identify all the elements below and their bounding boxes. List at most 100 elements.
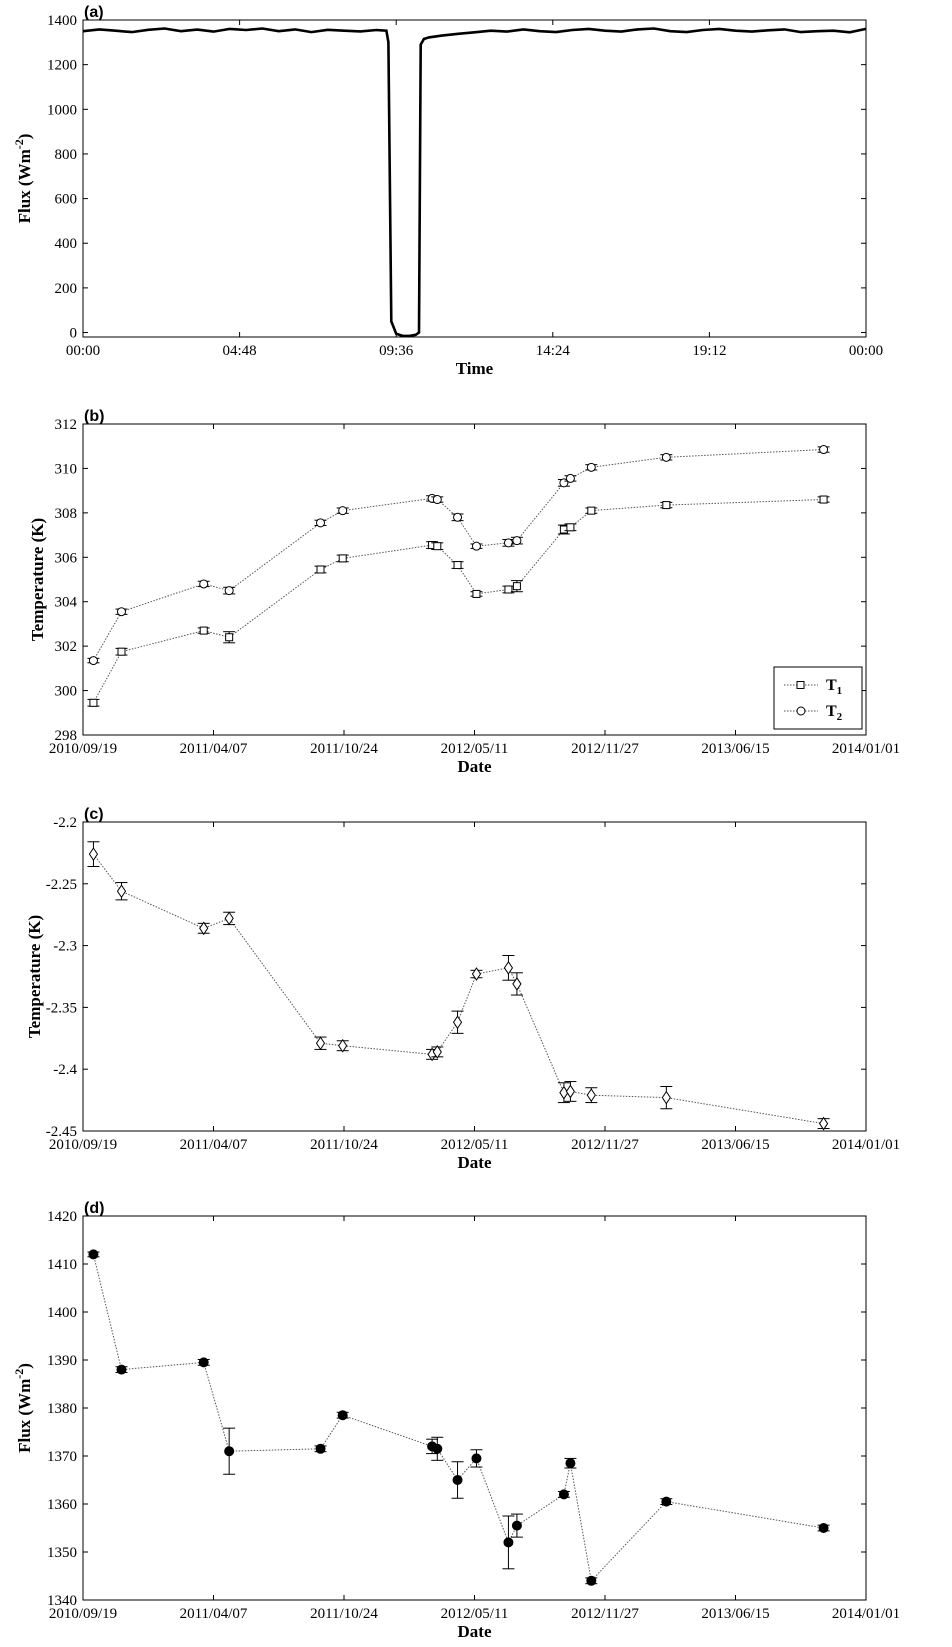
x-tick-label: 2011/10/24 bbox=[310, 1137, 378, 1153]
data-point-t1 bbox=[433, 542, 442, 551]
data-point bbox=[116, 884, 127, 899]
data-point-t1 bbox=[662, 501, 671, 510]
y-tick-label: 1420 bbox=[47, 1209, 77, 1225]
data-point bbox=[503, 1537, 514, 1548]
data-point-t2 bbox=[116, 607, 126, 617]
y-tick-label: 308 bbox=[55, 506, 78, 522]
y-tick-label: -2.45 bbox=[46, 1124, 77, 1140]
data-point-t1 bbox=[117, 647, 126, 656]
y-tick-label: 1410 bbox=[47, 1257, 77, 1273]
y-axis-label: Temperature (K) bbox=[25, 915, 44, 1038]
panel-label: (d) bbox=[84, 1200, 104, 1217]
data-point-t2 bbox=[565, 473, 575, 483]
data-point-t2 bbox=[471, 541, 481, 551]
x-tick-label: 2012/05/11 bbox=[441, 741, 509, 757]
series-line bbox=[82, 27, 867, 338]
y-tick-label: 1350 bbox=[47, 1545, 77, 1561]
data-point-t2 bbox=[88, 656, 98, 666]
legend-label: T1 bbox=[826, 677, 842, 697]
x-tick-label: 00:00 bbox=[66, 343, 100, 359]
data-point bbox=[565, 1458, 576, 1469]
data-point bbox=[338, 1038, 348, 1053]
y-tick-label: 1400 bbox=[47, 1305, 77, 1321]
data-point bbox=[337, 1410, 348, 1421]
y-tick-label: 1340 bbox=[47, 1593, 77, 1609]
data-point bbox=[661, 1090, 671, 1105]
x-tick-label: 2013/06/15 bbox=[701, 1606, 769, 1622]
data-point-t1 bbox=[199, 626, 208, 635]
x-tick-label: 14:24 bbox=[536, 343, 571, 359]
data-point-t2 bbox=[512, 536, 522, 546]
data-point bbox=[586, 1088, 596, 1103]
legend-box bbox=[773, 666, 863, 730]
x-tick-label: 2011/10/24 bbox=[310, 741, 378, 757]
y-tick-label: 200 bbox=[55, 281, 78, 297]
y-tick-label: 400 bbox=[55, 236, 78, 252]
x-tick-label: 2011/04/07 bbox=[180, 1137, 248, 1153]
y-tick-label: 1400 bbox=[47, 13, 77, 29]
x-tick-label: 2011/04/07 bbox=[180, 1606, 248, 1622]
data-point bbox=[503, 960, 514, 975]
data-point bbox=[315, 1036, 326, 1051]
panel-1: (b) 298 300 302 304 306 308 310 312 2010/09/19 201… bbox=[28, 408, 900, 776]
x-axis-label: Date bbox=[458, 757, 492, 776]
series-line-0 bbox=[92, 1254, 824, 1582]
x-tick-label: 00:00 bbox=[849, 343, 883, 359]
x-tick-label: 04:48 bbox=[223, 343, 257, 359]
x-axis-label: Date bbox=[458, 1622, 492, 1641]
data-point bbox=[586, 1575, 597, 1586]
data-point-t2 bbox=[432, 495, 442, 505]
data-point bbox=[511, 1520, 522, 1531]
x-tick-label: 2012/11/27 bbox=[571, 741, 639, 757]
data-point bbox=[116, 1364, 127, 1375]
y-tick-label: 0 bbox=[70, 326, 78, 342]
series-line-0 bbox=[92, 499, 824, 704]
y-axis-label: Flux (Wm-2) bbox=[12, 134, 34, 224]
data-point bbox=[432, 1443, 443, 1454]
x-tick-label: 2012/05/11 bbox=[441, 1137, 509, 1153]
y-tick-label: -2.25 bbox=[46, 877, 77, 893]
y-tick-label: -2.2 bbox=[53, 815, 77, 831]
data-point-t2 bbox=[453, 512, 463, 522]
x-tick-label: 2014/01/01 bbox=[832, 1137, 900, 1153]
data-point bbox=[565, 1084, 576, 1099]
data-point bbox=[471, 967, 482, 981]
y-tick-label: 1380 bbox=[47, 1401, 77, 1417]
data-point bbox=[88, 847, 99, 862]
plot-frame bbox=[82, 19, 867, 338]
data-point-t1 bbox=[559, 525, 568, 534]
data-point-t1 bbox=[819, 495, 828, 504]
data-point bbox=[818, 1523, 829, 1533]
y-axis-label: Flux (Wm-2) bbox=[12, 1363, 34, 1453]
y-tick-label: 298 bbox=[55, 728, 78, 744]
data-point bbox=[558, 1489, 569, 1500]
data-point-t2 bbox=[338, 506, 348, 516]
data-point-t2 bbox=[503, 538, 513, 548]
data-point-t1 bbox=[225, 633, 234, 642]
data-point-t1 bbox=[504, 585, 513, 594]
data-point-t2 bbox=[199, 579, 209, 589]
y-tick-label: 1390 bbox=[47, 1353, 77, 1369]
data-point bbox=[199, 921, 209, 936]
x-tick-label: 2012/11/27 bbox=[571, 1137, 639, 1153]
x-tick-label: 2014/01/01 bbox=[832, 741, 900, 757]
data-point-t1 bbox=[453, 561, 462, 570]
panel-label: (c) bbox=[84, 806, 104, 823]
x-axis-label: Time bbox=[456, 359, 494, 378]
series-line-0 bbox=[93, 853, 824, 1125]
data-point-t2 bbox=[661, 452, 671, 462]
data-point-t1 bbox=[472, 589, 481, 598]
panel-label: (a) bbox=[84, 4, 104, 21]
data-point-t2 bbox=[586, 462, 596, 472]
x-tick-label: 2013/06/15 bbox=[701, 1137, 769, 1153]
data-point bbox=[452, 1475, 463, 1485]
data-point-t2 bbox=[819, 445, 829, 455]
data-point bbox=[512, 977, 522, 991]
data-point-t1 bbox=[587, 506, 596, 515]
legend-label: T2 bbox=[826, 703, 843, 723]
x-tick-label: 2010/09/19 bbox=[49, 741, 117, 757]
data-point bbox=[224, 911, 234, 926]
y-tick-label: 1000 bbox=[47, 102, 77, 118]
x-tick-label: 2010/09/19 bbox=[49, 1137, 117, 1153]
